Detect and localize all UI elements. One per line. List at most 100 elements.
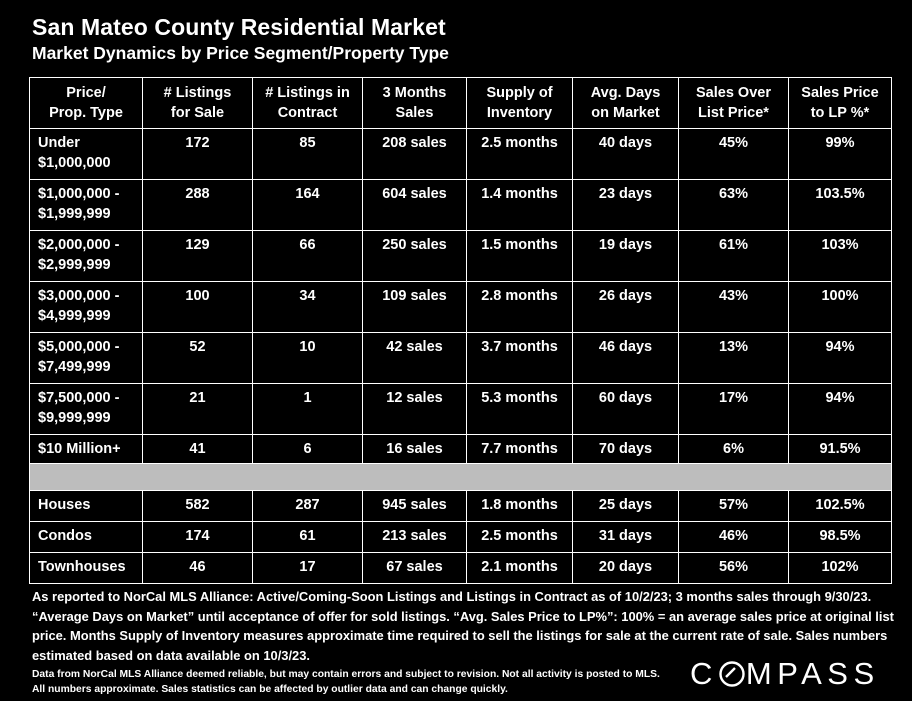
cell-supply: 2.8 months (466, 281, 573, 333)
table-row: $3,000,000 - $4,999,999 100 34 109 sales … (29, 281, 892, 333)
compass-o-icon (719, 661, 745, 687)
cell-contract: 61 (252, 521, 363, 553)
cell-price-to-lp: 99% (788, 128, 892, 180)
header-row: Price/Prop. Type # Listings for Sale # Li… (29, 77, 892, 129)
property-type-label: Condos (29, 521, 143, 553)
cell-sales: 109 sales (362, 281, 467, 333)
cell-price-to-lp: 103% (788, 230, 892, 282)
cell-listings: 288 (142, 179, 253, 231)
property-type-label: Houses (29, 490, 143, 522)
cell-contract: 10 (252, 332, 363, 384)
table-row: Townhouses 46 17 67 sales 2.1 months 20 … (29, 552, 892, 584)
cell-supply: 1.5 months (466, 230, 573, 282)
cell-contract: 287 (252, 490, 363, 522)
col-header-price: Price/Prop. Type (29, 77, 143, 129)
cell-dom: 46 days (572, 332, 679, 384)
cell-listings: 100 (142, 281, 253, 333)
cell-sales: 208 sales (362, 128, 467, 180)
cell-dom: 40 days (572, 128, 679, 180)
table-row: $7,500,000 - $9,999,999 21 1 12 sales 5.3… (29, 383, 892, 435)
cell-supply: 3.7 months (466, 332, 573, 384)
cell-sales: 213 sales (362, 521, 467, 553)
segment-label: $10 Million+ (29, 434, 143, 464)
cell-price-to-lp: 102.5% (788, 490, 892, 522)
property-type-label: Townhouses (29, 552, 143, 584)
segment-label: Under $1,000,000 (29, 128, 143, 180)
cell-supply: 2.5 months (466, 521, 573, 553)
col-header-over-list: Sales Over List Price* (678, 77, 789, 129)
cell-dom: 26 days (572, 281, 679, 333)
logo-text-start: C (690, 656, 718, 691)
cell-contract: 66 (252, 230, 363, 282)
cell-over-list: 43% (678, 281, 789, 333)
cell-supply: 1.4 months (466, 179, 573, 231)
cell-supply: 2.1 months (466, 552, 573, 584)
cell-sales: 604 sales (362, 179, 467, 231)
segment-label: $7,500,000 - $9,999,999 (29, 383, 143, 435)
col-header-supply: Supply of Inventory (466, 77, 573, 129)
cell-dom: 23 days (572, 179, 679, 231)
col-header-contract: # Listings in Contract (252, 77, 363, 129)
cell-supply: 5.3 months (466, 383, 573, 435)
cell-supply: 2.5 months (466, 128, 573, 180)
col-header-dom: Avg. Days on Market (572, 77, 679, 129)
logo-text-end: MPASS (745, 656, 880, 691)
col-header-sales: 3 Months Sales (362, 77, 467, 129)
cell-dom: 25 days (572, 490, 679, 522)
cell-supply: 1.8 months (466, 490, 573, 522)
cell-contract: 164 (252, 179, 363, 231)
cell-sales: 67 sales (362, 552, 467, 584)
segment-label: $3,000,000 - $4,999,999 (29, 281, 143, 333)
cell-over-list: 6% (678, 434, 789, 464)
segment-label: $5,000,000 - $7,499,999 (29, 332, 143, 384)
cell-sales: 12 sales (362, 383, 467, 435)
table-row: $2,000,000 - $2,999,999 129 66 250 sales … (29, 230, 892, 282)
page-subtitle: Market Dynamics by Price Segment/Propert… (32, 43, 449, 63)
cell-over-list: 57% (678, 490, 789, 522)
cell-dom: 31 days (572, 521, 679, 553)
cell-price-to-lp: 98.5% (788, 521, 892, 553)
segment-label: $1,000,000 - $1,999,999 (29, 179, 143, 231)
market-table: Price/Prop. Type # Listings for Sale # Li… (29, 77, 892, 584)
table-row: $10 Million+ 41 6 16 sales 7.7 months 70… (29, 434, 892, 464)
table-row: Under $1,000,000 172 85 208 sales 2.5 mon… (29, 128, 892, 180)
cell-listings: 52 (142, 332, 253, 384)
cell-over-list: 13% (678, 332, 789, 384)
cell-listings: 172 (142, 128, 253, 180)
cell-over-list: 45% (678, 128, 789, 180)
methodology-notes: As reported to NorCal MLS Alliance: Acti… (32, 589, 894, 663)
page-title: San Mateo County Residential Market (32, 14, 446, 40)
cell-contract: 17 (252, 552, 363, 584)
cell-price-to-lp: 94% (788, 383, 892, 435)
cell-price-to-lp: 102% (788, 552, 892, 584)
separator-bar (29, 463, 892, 491)
compass-logo: C MPASS (690, 656, 880, 692)
cell-contract: 34 (252, 281, 363, 333)
segment-label: $2,000,000 - $2,999,999 (29, 230, 143, 282)
source-disclaimer: Data from NorCal MLS Alliance deemed rel… (32, 669, 660, 695)
cell-listings: 129 (142, 230, 253, 282)
cell-price-to-lp: 103.5% (788, 179, 892, 231)
cell-contract: 1 (252, 383, 363, 435)
cell-sales: 42 sales (362, 332, 467, 384)
cell-price-to-lp: 100% (788, 281, 892, 333)
cell-over-list: 56% (678, 552, 789, 584)
cell-contract: 6 (252, 434, 363, 464)
cell-listings: 174 (142, 521, 253, 553)
cell-sales: 250 sales (362, 230, 467, 282)
cell-dom: 70 days (572, 434, 679, 464)
cell-over-list: 63% (678, 179, 789, 231)
separator-row (29, 463, 892, 491)
table-row: $5,000,000 - $7,499,999 52 10 42 sales 3.… (29, 332, 892, 384)
cell-over-list: 61% (678, 230, 789, 282)
cell-dom: 20 days (572, 552, 679, 584)
cell-listings: 21 (142, 383, 253, 435)
table-row: $1,000,000 - $1,999,999 288 164 604 sales… (29, 179, 892, 231)
table-row: Condos 174 61 213 sales 2.5 months 31 da… (29, 521, 892, 553)
cell-price-to-lp: 94% (788, 332, 892, 384)
cell-price-to-lp: 91.5% (788, 434, 892, 464)
cell-listings: 582 (142, 490, 253, 522)
cell-listings: 46 (142, 552, 253, 584)
cell-sales: 16 sales (362, 434, 467, 464)
cell-listings: 41 (142, 434, 253, 464)
